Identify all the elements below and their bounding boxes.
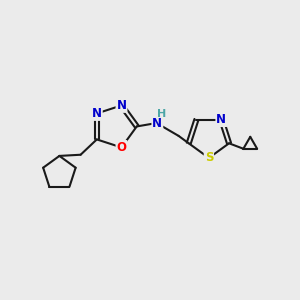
Text: H: H — [157, 109, 166, 119]
Text: S: S — [205, 152, 213, 164]
Text: O: O — [116, 141, 127, 154]
Text: N: N — [152, 117, 162, 130]
Text: N: N — [92, 107, 102, 120]
Text: N: N — [116, 99, 127, 112]
Text: N: N — [216, 113, 226, 126]
